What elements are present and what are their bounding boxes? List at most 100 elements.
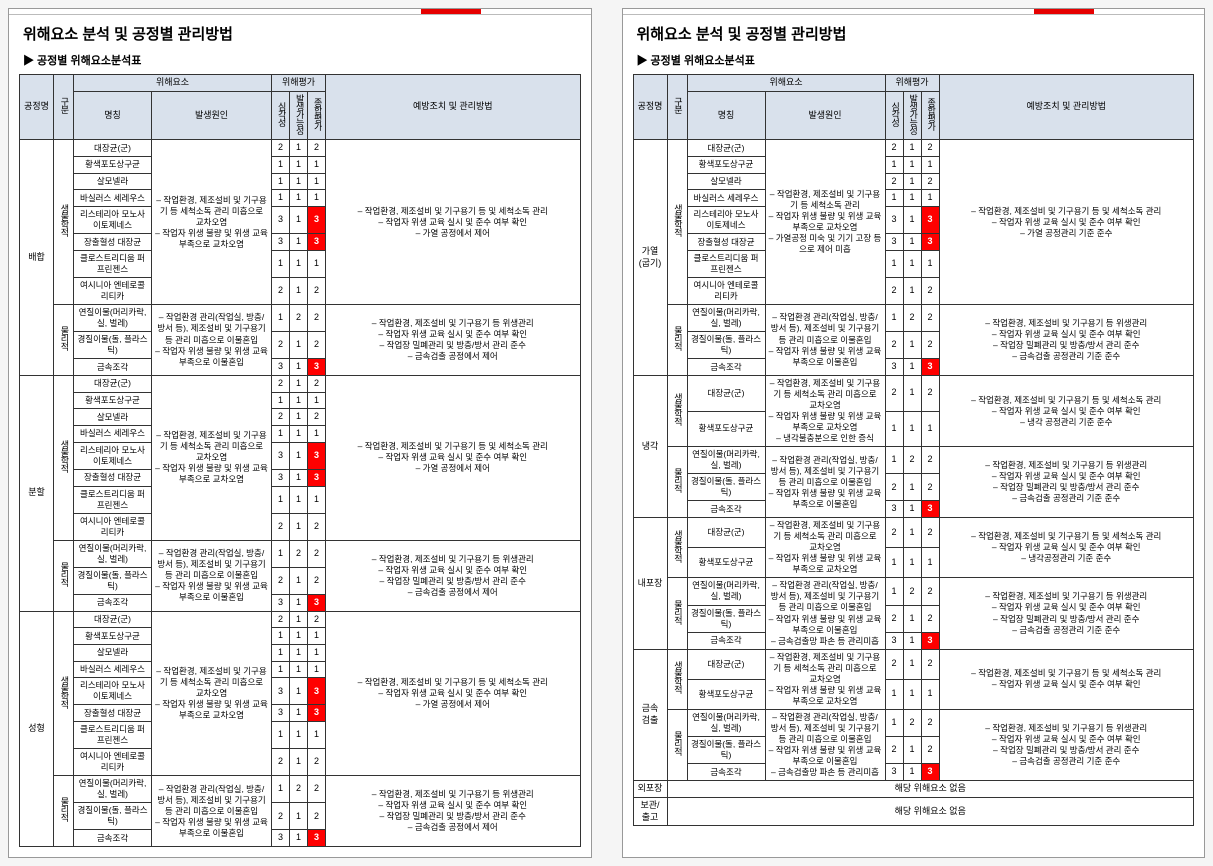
hdr-severity: 심각성: [885, 91, 903, 140]
score-cell: 1: [903, 679, 921, 709]
doc-title: 위해요소 분석 및 공정별 관리방법: [637, 23, 1195, 44]
header-red-tab: [421, 9, 481, 14]
score-cell: 2: [308, 749, 326, 776]
score-cell: 2: [885, 332, 903, 359]
score-cell: 3: [308, 234, 326, 251]
process-cell: 분할: [20, 375, 54, 611]
score-cell: 2: [308, 540, 326, 567]
score-cell: 1: [308, 644, 326, 661]
score-cell: 2: [272, 332, 290, 359]
hazard-name: 살모넬라: [74, 409, 152, 426]
score-cell: 3: [885, 359, 903, 376]
hazard-name: 금속조각: [74, 359, 152, 376]
hdr-likelihood: 발생가능성: [290, 91, 308, 140]
measures-cell: – 작업환경, 제조설비 및 기구용기 등 위생관리– 작업자 위생 교육 실시…: [326, 776, 581, 847]
measures-cell: – 작업환경, 제조설비 및 기구용기 등 위생관리– 작업자 위생 교육 실시…: [326, 305, 581, 376]
score-cell: 3: [921, 764, 939, 781]
process-cell: 내포장: [633, 518, 667, 650]
score-cell: 3: [272, 594, 290, 611]
measures-cell: – 작업환경, 제조설비 및 기구용기 등 및 세척소독 관리– 작업자 위생 …: [939, 649, 1194, 709]
score-cell: 1: [903, 140, 921, 157]
score-cell: 2: [885, 140, 903, 157]
score-cell: 2: [903, 578, 921, 605]
score-cell: 3: [921, 234, 939, 251]
score-cell: 2: [272, 567, 290, 594]
category-phys: 물리적: [54, 776, 74, 847]
header-red-tab: [1034, 9, 1094, 14]
score-cell: 1: [921, 250, 939, 277]
score-cell: 3: [885, 234, 903, 251]
score-cell: 2: [290, 776, 308, 803]
score-cell: 1: [308, 250, 326, 277]
measures-cell: – 작업환경, 제조설비 및 기구용기 등 위생관리– 작업자 위생 교육 실시…: [939, 447, 1194, 518]
hazard-name: 연질이물(머리카락, 실, 벌레): [74, 776, 152, 803]
hazard-name: 대장균(군): [74, 611, 152, 628]
score-cell: 1: [290, 644, 308, 661]
hazard-name: 여시니아 엔테로콜리티카: [74, 278, 152, 305]
score-cell: 1: [272, 644, 290, 661]
process-cell: 배합: [20, 140, 54, 376]
hazard-name: 경질이물(돌, 플라스틱): [687, 332, 765, 359]
score-cell: 1: [290, 375, 308, 392]
no-hazard-cell: 해당 위해요소 없음: [667, 781, 1194, 798]
process-cell: 가열(굽기): [633, 140, 667, 376]
score-cell: 2: [308, 513, 326, 540]
score-cell: 2: [308, 803, 326, 830]
cause-cell: – 작업환경 관리(작업실, 방충/방서 등), 제조설비 및 기구용기 등 관…: [765, 447, 885, 518]
score-cell: 2: [921, 140, 939, 157]
score-cell: 1: [290, 513, 308, 540]
score-cell: 3: [885, 207, 903, 234]
score-cell: 2: [308, 278, 326, 305]
score-cell: 1: [903, 605, 921, 632]
score-cell: 1: [290, 830, 308, 847]
hazard-name: 클로스트리디움 퍼프린젠스: [74, 486, 152, 513]
score-cell: 1: [290, 661, 308, 678]
score-cell: 3: [272, 442, 290, 469]
cause-cell: – 작업환경, 제조설비 및 기구용기 등 세척소독 관리– 작업자 위생 불량…: [765, 140, 885, 305]
hdr-risk-group: 위해평가: [272, 75, 326, 92]
score-cell: 1: [308, 486, 326, 513]
process-cell: 성형: [20, 611, 54, 847]
score-cell: 3: [308, 207, 326, 234]
score-cell: 1: [272, 486, 290, 513]
hazard-name: 경질이물(돌, 플라스틱): [687, 737, 765, 764]
hazard-name: 리스테리아 모노사이토제네스: [74, 442, 152, 469]
score-cell: 3: [921, 359, 939, 376]
score-cell: 1: [290, 628, 308, 645]
page-right: 위해요소 분석 및 공정별 관리방법 ▶ 공정별 위해요소분석표 공정명 구분 …: [622, 8, 1206, 858]
category-bio: 생물학적: [54, 140, 74, 305]
score-cell: 2: [921, 447, 939, 474]
cause-cell: – 작업환경, 제조설비 및 기구용기 등 세척소독 관리 미흡으로 교차오염–…: [765, 375, 885, 446]
score-cell: 1: [272, 776, 290, 803]
hazard-name: 살모넬라: [74, 173, 152, 190]
score-cell: 1: [903, 649, 921, 679]
score-cell: 1: [290, 594, 308, 611]
score-cell: 2: [272, 278, 290, 305]
score-cell: 2: [308, 332, 326, 359]
score-cell: 2: [921, 375, 939, 411]
score-cell: 1: [903, 250, 921, 277]
score-cell: 1: [290, 140, 308, 157]
score-cell: 3: [885, 632, 903, 649]
hazard-name: 경질이물(돌, 플라스틱): [687, 474, 765, 501]
score-cell: 1: [903, 474, 921, 501]
measures-cell: – 작업환경, 제조설비 및 기구용기 등 위생관리– 작업자 위생 교육 실시…: [326, 540, 581, 611]
score-cell: 1: [290, 359, 308, 376]
score-cell: 2: [308, 140, 326, 157]
score-cell: 1: [290, 278, 308, 305]
score-cell: 1: [903, 190, 921, 207]
score-cell: 2: [885, 173, 903, 190]
score-cell: 1: [290, 250, 308, 277]
score-cell: 1: [903, 234, 921, 251]
cause-cell: – 작업환경 관리(작업실, 방충/방서 등), 제조설비 및 기구용기 등 관…: [765, 305, 885, 376]
score-cell: 3: [885, 501, 903, 518]
score-cell: 1: [903, 411, 921, 447]
measures-cell: – 작업환경, 제조설비 및 기구용기 등 위생관리– 작업자 위생 교육 실시…: [939, 578, 1194, 649]
score-cell: 1: [903, 207, 921, 234]
score-cell: 2: [308, 567, 326, 594]
score-cell: 1: [921, 190, 939, 207]
category-phys: 물리적: [667, 709, 687, 780]
score-cell: 2: [921, 332, 939, 359]
no-hazard-cell: 해당 위해요소 없음: [667, 797, 1194, 825]
measures-cell: – 작업환경, 제조설비 및 기구용기 등 및 세척소독 관리– 작업자 위생 …: [326, 611, 581, 776]
